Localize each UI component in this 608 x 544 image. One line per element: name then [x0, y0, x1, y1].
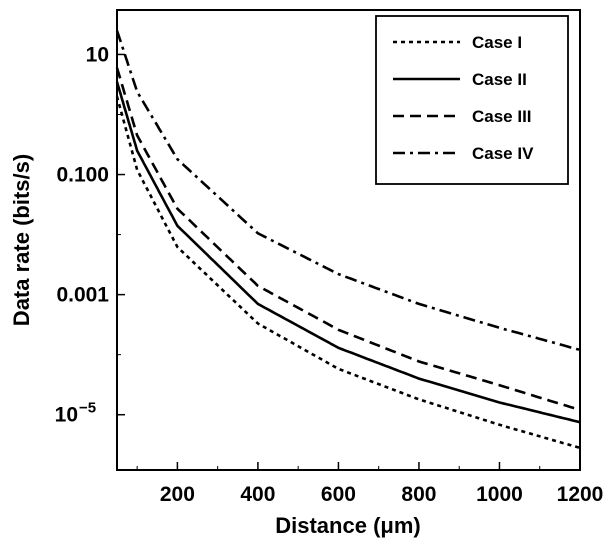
plot-frame — [116, 9, 581, 471]
series-case-iv-line — [115, 30, 581, 352]
legend-label-case-iii: Case III — [472, 107, 532, 126]
y-tick-label: 10 — [55, 404, 78, 427]
series-case-ii-line — [115, 81, 581, 424]
x-tick-label: 200 — [160, 483, 195, 506]
y-axis-title: Data rate (bits/s) — [9, 154, 34, 326]
legend-label-case-iv: Case IV — [472, 144, 534, 163]
x-tick-label: 1000 — [476, 483, 523, 506]
legend-label-case-ii: Case II — [472, 70, 527, 89]
series-case-iii-line — [115, 67, 581, 412]
legend: Case I Case II Case III Case IV — [375, 15, 569, 185]
legend-box — [375, 15, 569, 185]
curves — [115, 30, 581, 450]
legend-label-case-i: Case I — [472, 33, 522, 52]
x-axis-title: Distance (μm) — [275, 513, 421, 538]
series-case-i-line — [115, 96, 581, 450]
y-tick-exponent: −5 — [79, 400, 96, 417]
x-tick-label: 400 — [240, 483, 275, 506]
y-tick-label: 0.100 — [56, 164, 109, 187]
y-tick-label: 0.001 — [56, 284, 109, 307]
x-axis: 200 400 600 800 1000 1200 — [136, 462, 604, 506]
x-tick-label: 800 — [401, 483, 436, 506]
x-tick-label: 1200 — [557, 483, 604, 506]
x-tick-label: 600 — [321, 483, 356, 506]
y-tick-label: 10 — [86, 43, 109, 66]
